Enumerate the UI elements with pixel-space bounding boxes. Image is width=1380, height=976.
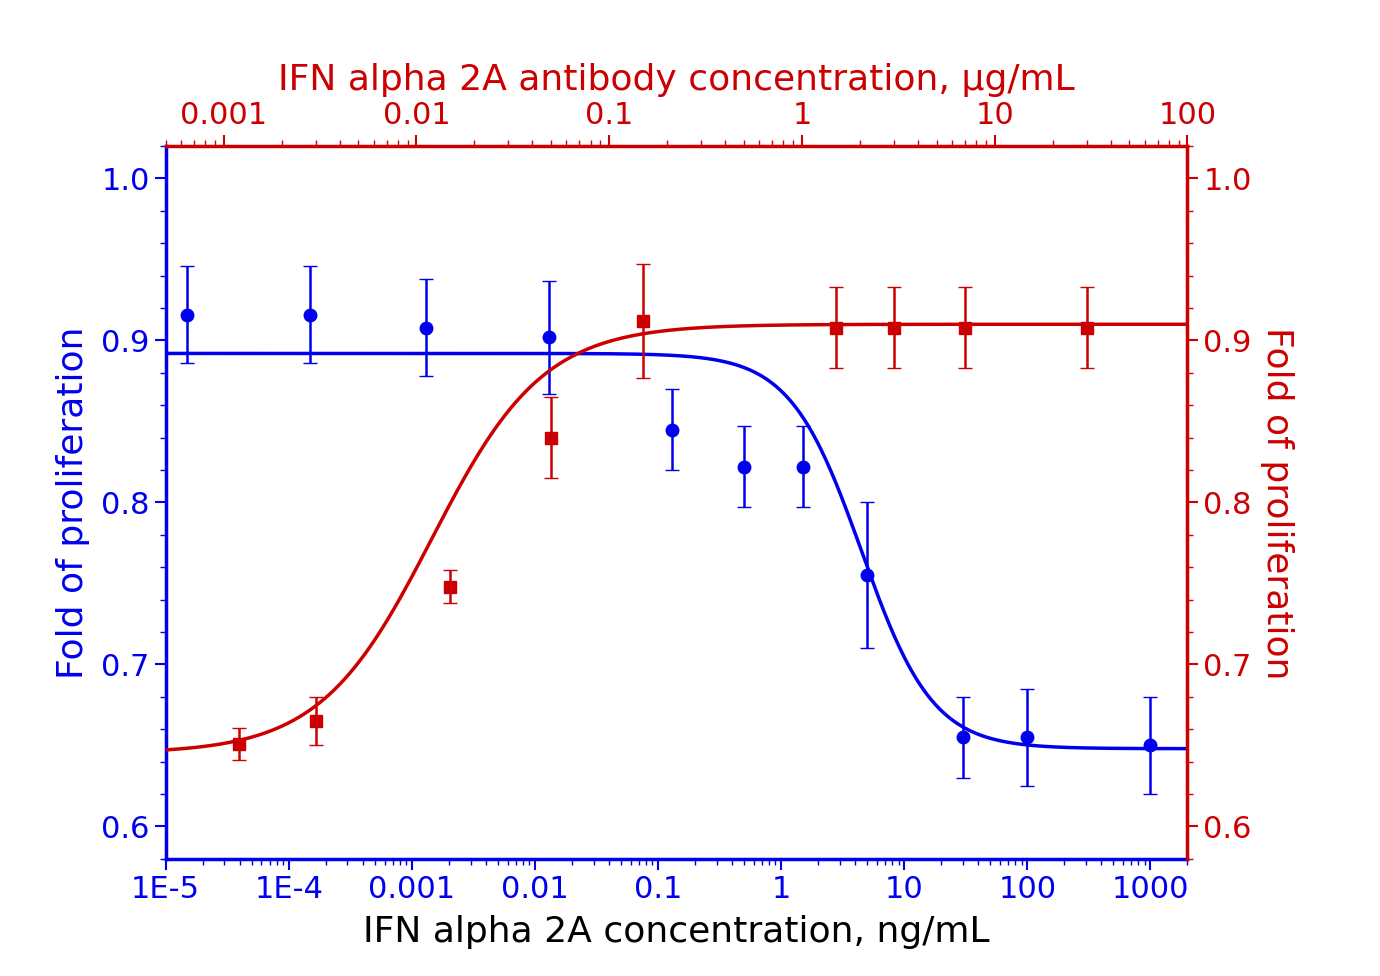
X-axis label: IFN alpha 2A antibody concentration, μg/mL: IFN alpha 2A antibody concentration, μg/… xyxy=(277,63,1075,98)
X-axis label: IFN alpha 2A concentration, ng/mL: IFN alpha 2A concentration, ng/mL xyxy=(363,915,989,949)
Y-axis label: Fold of proliferation: Fold of proliferation xyxy=(1259,326,1293,679)
Y-axis label: Fold of proliferation: Fold of proliferation xyxy=(57,326,90,679)
